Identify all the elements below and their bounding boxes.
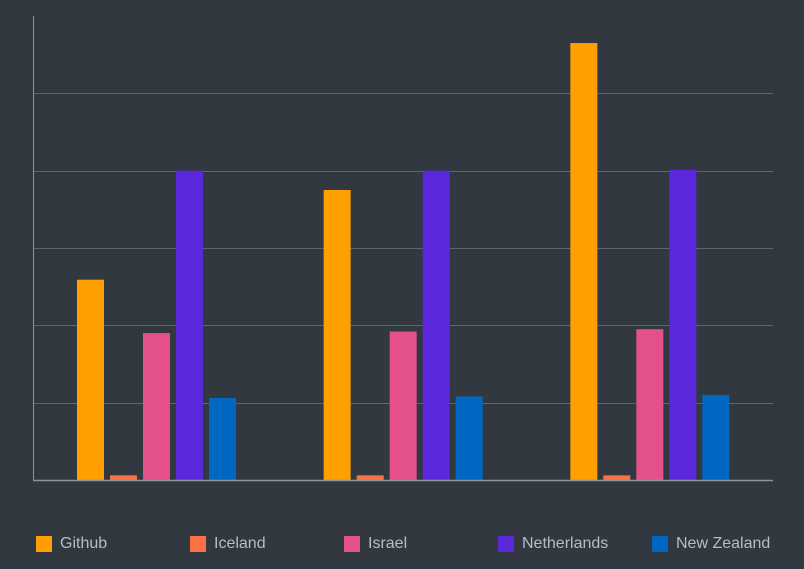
legend-item-new-zealand[interactable]: New Zealand <box>652 531 770 557</box>
legend-label-israel: Israel <box>368 535 408 552</box>
bar-israel-group-3 <box>636 329 664 480</box>
bar-netherlands-group-1 <box>176 170 203 480</box>
bar-new-zealand-group-1 <box>209 398 236 480</box>
legend-item-iceland[interactable]: Iceland <box>190 531 266 557</box>
bar-github-group-3 <box>570 43 598 481</box>
legend-swatch-netherlands <box>498 536 514 552</box>
legend-item-netherlands[interactable]: Netherlands <box>498 531 608 557</box>
legend-label-netherlands: Netherlands <box>522 535 609 552</box>
bar-netherlands-group-3 <box>669 169 697 481</box>
bar-israel-group-2 <box>389 331 417 480</box>
legend-swatch-israel <box>344 536 360 552</box>
legend-item-israel[interactable]: Israel <box>344 531 407 557</box>
bar-new-zealand-group-2 <box>455 396 483 480</box>
bar-new-zealand-group-3 <box>702 394 730 480</box>
legend-label-iceland: Iceland <box>214 535 266 552</box>
legend-swatch-new-zealand <box>652 536 668 552</box>
legend-swatch-iceland <box>190 536 206 552</box>
bar-netherlands-group-2 <box>422 170 450 480</box>
legend: Github Iceland Israel Netherlands New Ze… <box>0 531 804 557</box>
bar-github-group-2 <box>323 190 351 480</box>
legend-label-new-zealand: New Zealand <box>676 535 771 552</box>
bar-iceland-group-3 <box>603 475 631 480</box>
bar-israel-group-1 <box>143 333 170 480</box>
legend-item-github[interactable]: Github <box>36 531 107 557</box>
bar-iceland-group-2 <box>356 475 384 480</box>
legend-swatch-github <box>36 536 52 552</box>
legend-label-github: Github <box>60 535 108 552</box>
bar-iceland-group-1 <box>110 475 137 480</box>
bar-github-group-1 <box>77 279 104 480</box>
